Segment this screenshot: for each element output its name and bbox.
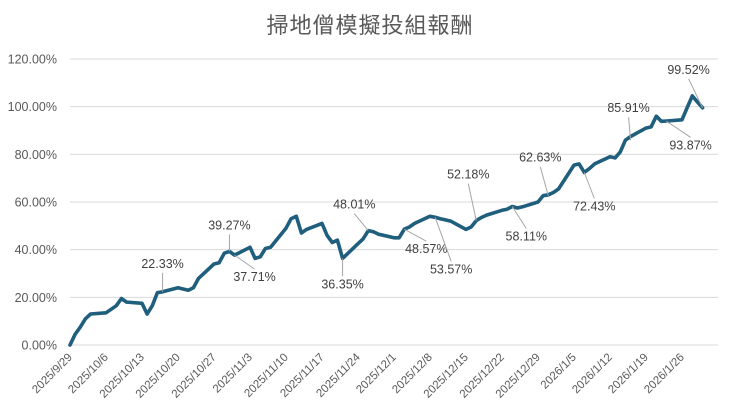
data-label: 22.33% — [141, 257, 183, 271]
x-axis-ticks: 2025/9/292025/10/62025/10/132025/10/2020… — [30, 351, 687, 401]
y-axis-ticks: 0.00% 20.00% 40.00% 60.00% 80.00% 100.00% 120.… — [8, 53, 57, 353]
data-label: 48.57% — [405, 242, 447, 256]
data-label: 58.11% — [506, 230, 547, 244]
data-label: 85.91% — [607, 101, 649, 115]
data-label: 39.27% — [208, 218, 250, 232]
data-label: 93.87% — [669, 138, 711, 152]
series-layer — [68, 94, 705, 347]
data-labels: 22.33% 39.27% 37.71% 36.35% 48.01% 48.57% 53.5… — [141, 63, 712, 292]
data-label: 72.43% — [573, 199, 615, 213]
gridlines — [70, 58, 718, 346]
y-tick-label: 100.00% — [8, 100, 57, 114]
data-label: 48.01% — [333, 198, 375, 212]
leader-line — [511, 206, 527, 229]
leader-line — [467, 183, 477, 221]
y-tick-label: 80.00% — [15, 148, 57, 162]
leader-line — [688, 78, 704, 109]
data-label: 36.35% — [321, 277, 363, 291]
series-line — [68, 94, 705, 347]
leader-line — [539, 166, 549, 196]
leader-line — [583, 172, 595, 199]
data-label: 99.52% — [667, 63, 709, 77]
leader-line — [434, 217, 452, 262]
leader-line — [353, 213, 369, 231]
data-label: 62.63% — [519, 151, 561, 165]
chart-title: 掃地僧模擬投組報酬 — [266, 14, 474, 39]
data-label: 37.71% — [233, 270, 275, 284]
y-tick-label: 0.00% — [22, 339, 57, 353]
y-tick-label: 20.00% — [15, 291, 57, 305]
y-tick-label: 40.00% — [15, 243, 57, 257]
y-tick-label: 120.00% — [8, 53, 57, 67]
y-tick-label: 60.00% — [15, 196, 57, 210]
leader-line — [628, 117, 632, 141]
leader-line — [666, 120, 691, 138]
data-label: 52.18% — [447, 168, 489, 182]
leader-line — [404, 228, 427, 242]
data-label: 53.57% — [430, 262, 472, 276]
leader-line — [234, 254, 255, 270]
